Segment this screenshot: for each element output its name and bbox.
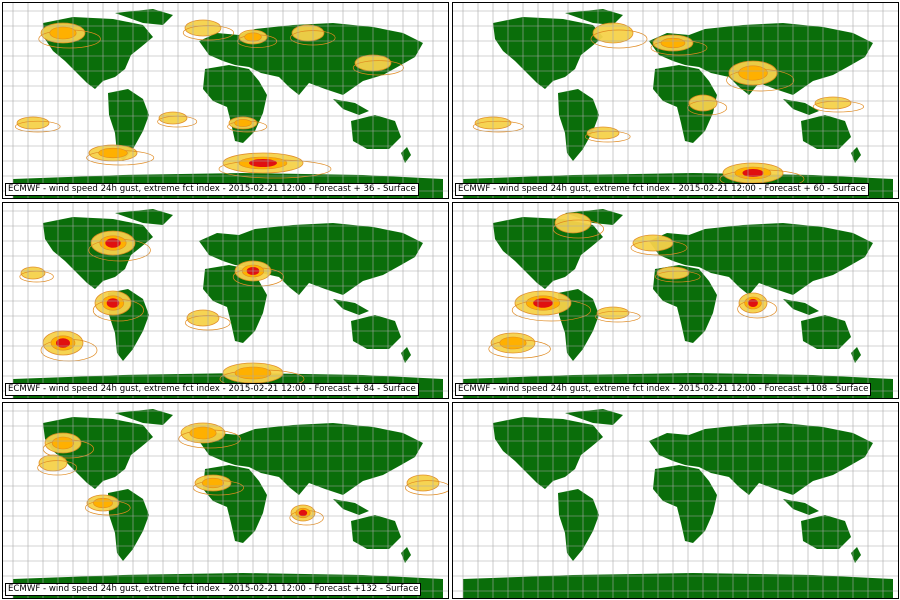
- panel-forecast-84: ECMWF - wind speed 24h gust, extreme fct…: [2, 202, 449, 399]
- graticule: [3, 3, 448, 198]
- land-7: [333, 99, 369, 115]
- graticule: [3, 403, 448, 598]
- land-7: [783, 499, 819, 515]
- land-5: [351, 115, 401, 149]
- contour-outer: [554, 212, 592, 234]
- land-4: [653, 265, 717, 343]
- land-6: [851, 347, 861, 363]
- contour-high: [533, 298, 553, 308]
- world-map: [3, 403, 448, 598]
- contour-outer: [814, 96, 852, 110]
- contour-line: [37, 460, 78, 476]
- land-6: [401, 147, 411, 163]
- world-map: [3, 203, 448, 398]
- land-4: [203, 265, 267, 343]
- contour-mid: [49, 26, 77, 40]
- land-5: [801, 515, 851, 549]
- land-1: [565, 9, 623, 25]
- land-7: [333, 499, 369, 515]
- panel-forecast-108: ECMWF - wind speed 24h gust, extreme fct…: [452, 202, 899, 399]
- land-6: [401, 347, 411, 363]
- contour-high: [748, 299, 758, 307]
- land-1: [115, 209, 173, 225]
- contour-line: [352, 60, 404, 76]
- graticule: [453, 203, 898, 398]
- contour-mid: [499, 336, 527, 350]
- contour-line: [472, 120, 524, 133]
- land-4: [653, 465, 717, 543]
- panel-caption: ECMWF - wind speed 24h gust, extreme fct…: [5, 383, 419, 396]
- contour-line: [182, 25, 234, 41]
- contour-line: [405, 480, 448, 496]
- land-1: [565, 209, 623, 225]
- contour-outer: [406, 474, 440, 492]
- contour-high: [56, 338, 70, 348]
- land-4: [653, 65, 717, 143]
- contour-line: [630, 240, 688, 256]
- land-1: [115, 409, 173, 425]
- panel-forecast-36: ECMWF - wind speed 24h gust, extreme fct…: [2, 2, 449, 199]
- land-8: [463, 573, 893, 598]
- world-map: [453, 3, 898, 198]
- contour-line: [595, 310, 641, 323]
- contour-mid: [51, 436, 75, 450]
- graticule: [453, 3, 898, 198]
- contour-mid: [189, 426, 217, 440]
- contour-outer: [158, 111, 188, 125]
- land-7: [783, 99, 819, 115]
- land-5: [801, 115, 851, 149]
- contour-line: [15, 120, 61, 133]
- contour-line: [687, 100, 728, 116]
- panel-forecast-60: ECMWF - wind speed 24h gust, extreme fct…: [452, 2, 899, 199]
- contour-mid: [201, 477, 225, 489]
- panel-empty-map: [452, 402, 899, 599]
- world-map: [453, 203, 898, 398]
- world-map: [3, 3, 448, 198]
- graticule: [3, 203, 448, 398]
- land-5: [351, 315, 401, 349]
- panel-forecast-132: ECMWF - wind speed 24h gust, extreme fct…: [2, 402, 449, 599]
- land-5: [801, 315, 851, 349]
- land-5: [351, 515, 401, 549]
- graticule: [453, 403, 898, 598]
- contour-high: [298, 509, 308, 517]
- contour-line: [590, 29, 648, 49]
- land-0: [493, 417, 603, 489]
- contour-mid: [234, 119, 252, 127]
- land-6: [851, 547, 861, 563]
- contour-high: [105, 238, 121, 248]
- panel-caption: ECMWF - wind speed 24h gust, extreme fct…: [455, 183, 869, 196]
- contour-outer: [186, 309, 220, 327]
- contour-outer: [16, 116, 50, 130]
- panel-caption: ECMWF - wind speed 24h gust, extreme fct…: [5, 183, 419, 196]
- land-6: [851, 147, 861, 163]
- land-0: [493, 17, 603, 89]
- land-0: [493, 217, 603, 289]
- land-7: [783, 299, 819, 315]
- contour-outer: [184, 19, 222, 37]
- contour-mid: [98, 147, 128, 159]
- contour-high: [106, 298, 120, 308]
- panel-caption: ECMWF - wind speed 24h gust, extreme fct…: [5, 583, 422, 596]
- land-1: [565, 409, 623, 425]
- contour-outer: [20, 266, 46, 280]
- land-1: [115, 9, 173, 25]
- world-map: [453, 403, 898, 598]
- land-7: [333, 299, 369, 315]
- contour-mid: [738, 65, 768, 81]
- land-6: [401, 547, 411, 563]
- contour-outer: [586, 126, 620, 140]
- panel-caption: ECMWF - wind speed 24h gust, extreme fct…: [455, 383, 872, 396]
